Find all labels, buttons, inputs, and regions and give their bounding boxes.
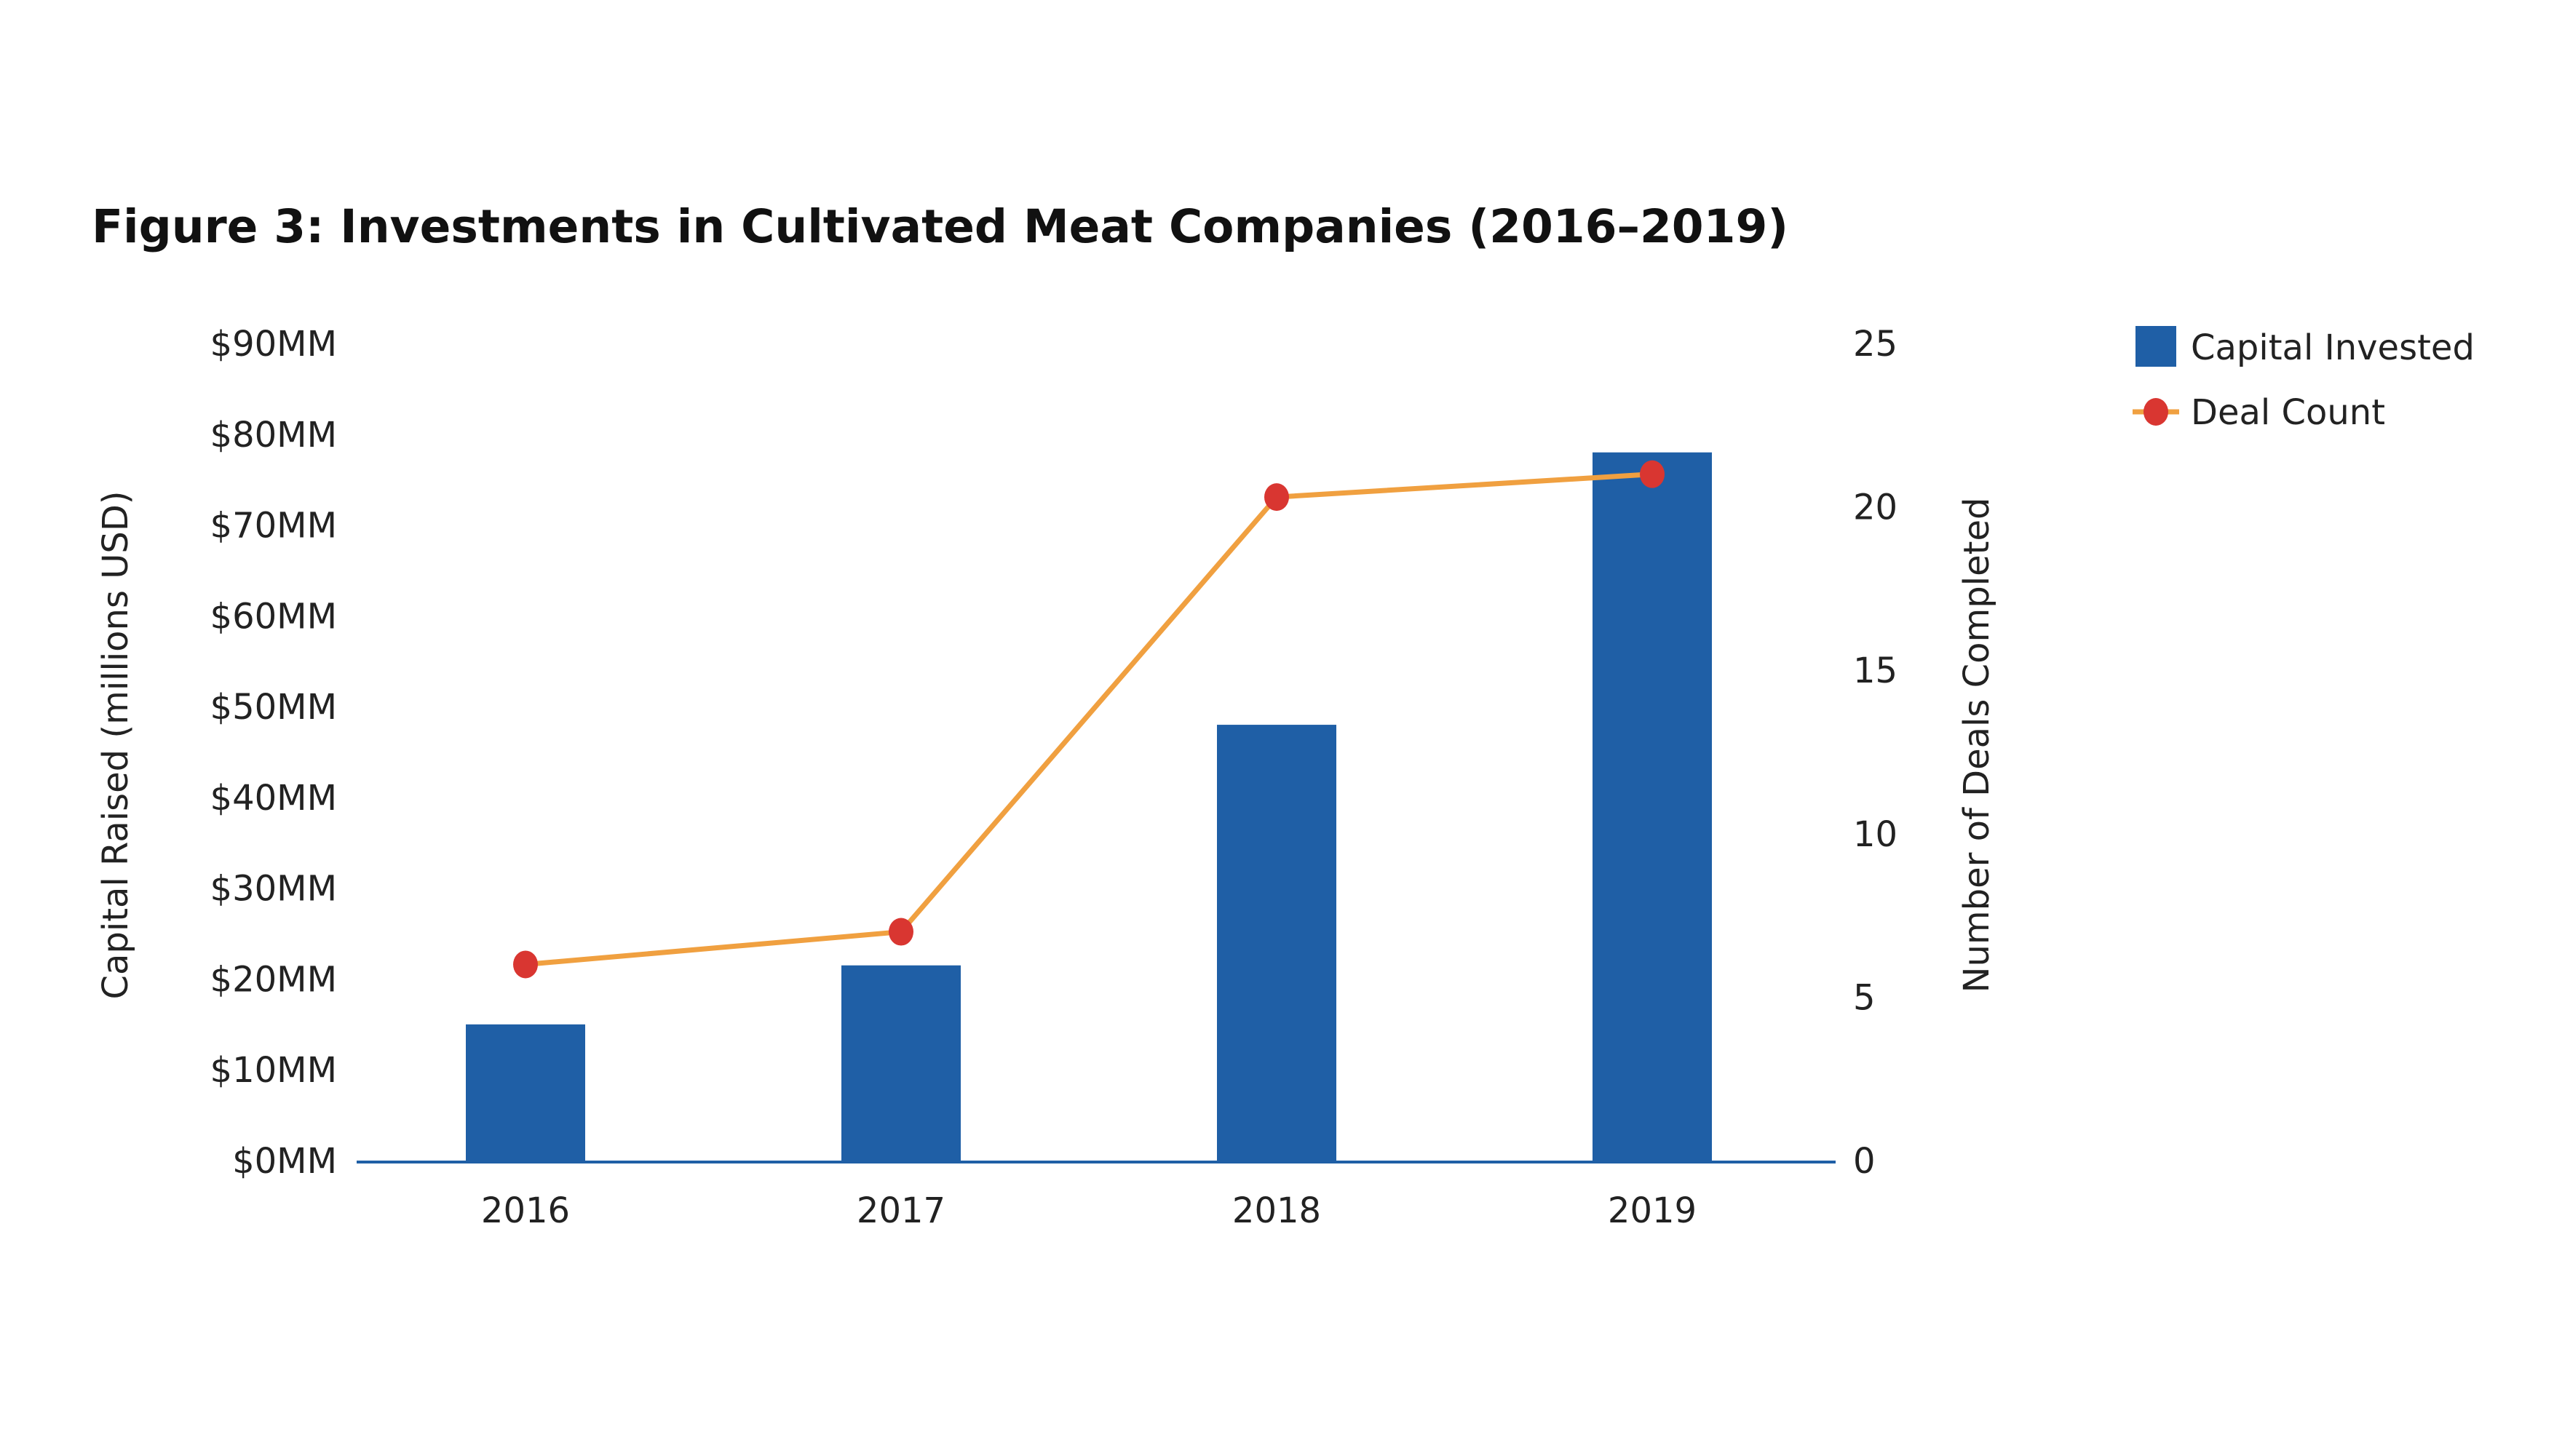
bar-2019 [1593,452,1712,1161]
y-left-tick-label: $70MM [210,506,337,546]
deal-count-point-2017 [889,918,913,946]
x-axis-ticks: 2016 2017 2018 2019 [481,1190,1697,1231]
bar-2016 [466,1024,585,1161]
x-tick-label: 2017 [857,1190,945,1231]
legend: Capital Invested Deal Count [2133,326,2475,433]
line-series [513,460,1665,979]
y-left-tick-label: $0MM [232,1141,337,1182]
bar-2017 [841,965,961,1161]
y-left-tick-label: $40MM [210,778,337,819]
y-left-tick-label: $90MM [210,324,337,365]
y-left-tick-label: $60MM [210,596,337,637]
y-right-tick-label: 10 [1853,814,1897,855]
legend-swatch-capital [2135,326,2176,367]
y-axis-right-label: Number of Deals Completed [1956,498,1997,993]
bar-series [466,452,1712,1161]
y-right-tick-label: 15 [1853,651,1897,691]
deal-count-point-2016 [513,950,538,979]
y-axis-left-label: Capital Raised (millions USD) [95,490,136,999]
deal-count-point-2018 [1264,483,1289,512]
y-right-tick-label: 20 [1853,488,1897,528]
x-tick-label: 2016 [481,1190,570,1231]
y-left-tick-label: $30MM [210,869,337,910]
y-axis-left-ticks: $0MM $10MM $20MM $30MM $40MM $50MM $60MM $70MM $… [210,324,337,1182]
y-left-tick-label: $20MM [210,959,337,1000]
deal-count-line [525,472,1653,967]
x-tick-label: 2019 [1608,1190,1697,1231]
y-right-tick-label: 25 [1853,324,1897,365]
legend-label-deal: Deal Count [2191,392,2385,433]
legend-label-capital: Capital Invested [2191,327,2475,368]
legend-swatch-deal-marker [2143,398,2168,426]
chart-title: Figure 3: Investments in Cultivated Meat… [92,200,1788,253]
bar-2018 [1217,725,1336,1161]
y-right-tick-label: 0 [1853,1141,1876,1182]
y-left-tick-label: $80MM [210,415,337,456]
x-tick-label: 2018 [1232,1190,1321,1231]
deal-count-point-2019 [1640,460,1665,488]
y-left-tick-label: $50MM [210,687,337,728]
y-right-tick-label: 5 [1853,977,1876,1018]
y-axis-right-ticks: 0 5 10 15 20 25 [1853,324,1897,1182]
y-left-tick-label: $10MM [210,1050,337,1091]
